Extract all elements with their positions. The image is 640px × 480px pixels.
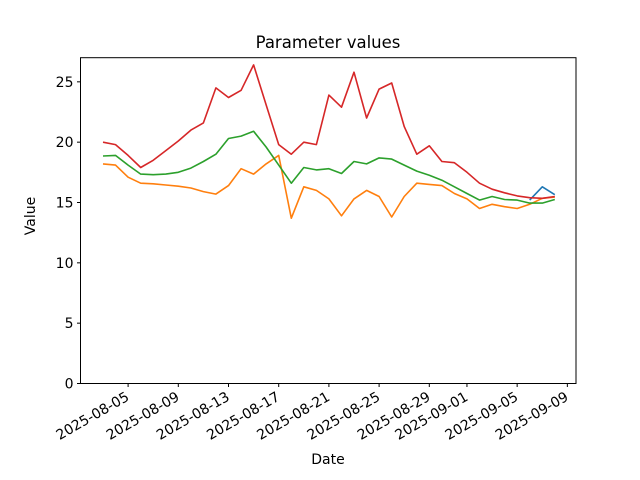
y-tick-label: 15 [56,196,74,212]
line-green [102,130,556,204]
y-tick-label: 5 [65,316,74,332]
y-tick-label: 20 [56,135,74,151]
line-blue [529,186,556,201]
line-red [102,64,555,200]
plot-border [80,57,577,384]
y-tick-label: 0 [65,377,74,393]
y-tick-label: 25 [56,75,74,91]
x-axis-label: Date [311,452,345,468]
line-orange [102,154,555,219]
chart-title: Parameter values [255,33,401,52]
y-tick-label: 10 [56,256,74,272]
